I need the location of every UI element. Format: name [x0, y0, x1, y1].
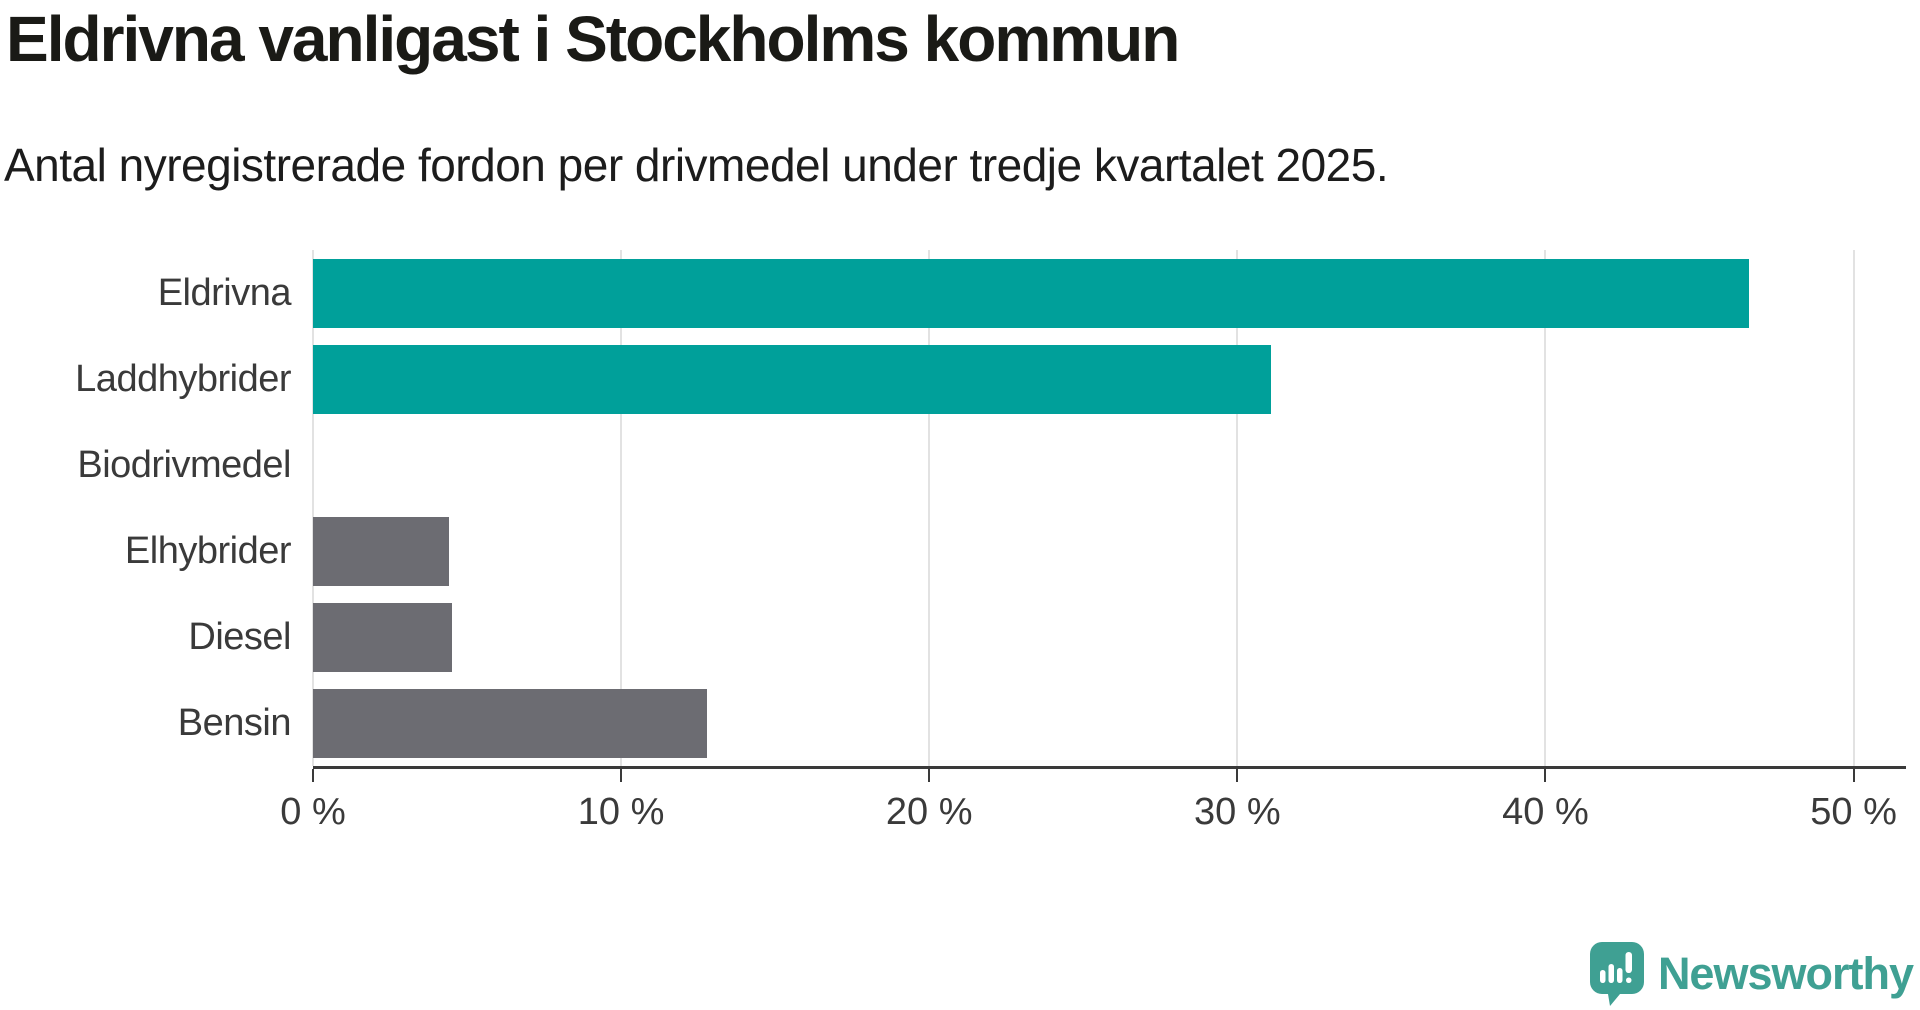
x-axis-tick [312, 769, 314, 782]
bar [313, 258, 1749, 328]
bar [313, 688, 708, 758]
chart-subtitle: Antal nyregistrerade fordon per drivmede… [4, 139, 1389, 191]
x-axis-tick [1544, 769, 1547, 782]
newsworthy-logo-icon [1589, 942, 1644, 1006]
x-axis-tick-label: 0 % [280, 791, 346, 833]
x-axis-tick-label: 40 % [1502, 791, 1589, 833]
bar-row: Diesel [0, 594, 1906, 680]
x-axis-tick [928, 769, 931, 782]
category-label: Biodrivmedel [77, 443, 291, 486]
bar-track [313, 602, 1906, 672]
gridline [1544, 250, 1547, 766]
x-axis-tick-label: 30 % [1194, 791, 1281, 833]
gridline [928, 250, 931, 766]
x-axis: 0 % 10 % 20 % 30 % 40 % 50 % [280, 769, 1906, 859]
x-axis-tick [1236, 769, 1239, 782]
bar-track [313, 431, 1906, 500]
bar-row: Eldrivna [0, 250, 1906, 336]
bar-row: Elhybrider [0, 508, 1906, 594]
gridlines [312, 250, 1906, 766]
x-axis-tick-label: 10 % [577, 791, 665, 833]
bar-track [313, 516, 1906, 586]
gridline [620, 250, 623, 766]
category-label: Bensin [177, 701, 292, 744]
category-label: Elhybrider [124, 529, 292, 572]
gridline [1852, 250, 1855, 766]
x-axis-tick-label: 50 % [1810, 791, 1897, 833]
newsworthy-logo: Newsworthy [1589, 942, 1914, 1006]
bar-chart: Eldrivna Laddhybrider Biodrivmedel Elhybrid… [0, 250, 1906, 833]
bar-row: Biodrivmedel [0, 422, 1906, 508]
gridline [1236, 250, 1239, 766]
bar [313, 602, 452, 672]
bar-row: Bensin [0, 680, 1906, 766]
bar-track [313, 344, 1906, 414]
x-axis-line [313, 766, 1906, 769]
bar [313, 344, 1272, 414]
bar [313, 516, 449, 586]
category-label: Eldrivna [157, 271, 292, 314]
gridline [312, 250, 314, 766]
bar-track [313, 258, 1906, 328]
category-label: Diesel [188, 615, 291, 658]
chart-title: Eldrivna vanligast i Stockholms kommun [6, 3, 1180, 75]
x-axis-tick [620, 769, 623, 782]
x-axis-tick [1852, 769, 1855, 782]
x-axis-tick-label: 20 % [885, 791, 973, 833]
bar-row: Laddhybrider [0, 336, 1906, 422]
bar-track [313, 688, 1906, 758]
newsworthy-wordmark: Newsworthy [1657, 948, 1914, 999]
chart-rows: Eldrivna Laddhybrider Biodrivmedel Elhybrid… [0, 250, 1906, 766]
category-label: Laddhybrider [75, 357, 291, 400]
